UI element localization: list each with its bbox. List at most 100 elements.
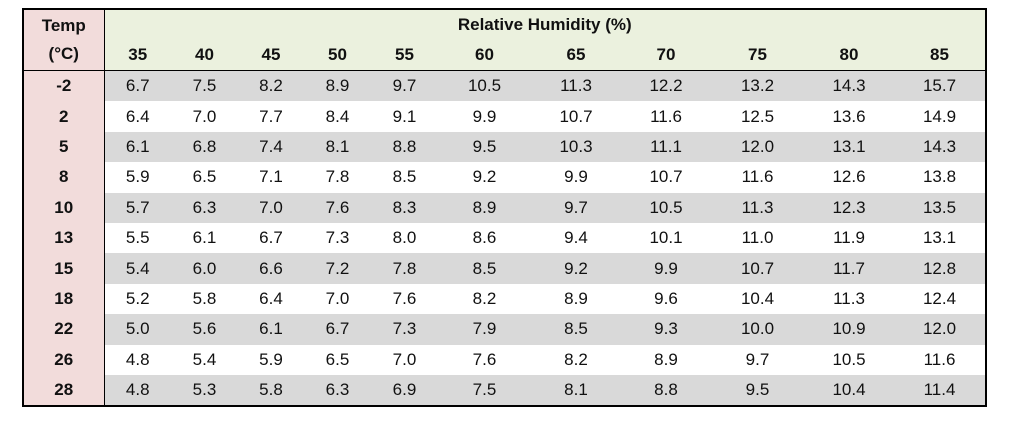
temp-cell: 22 [23,314,105,345]
value-cell: 6.8 [171,131,238,163]
temp-cell: 26 [23,344,105,375]
value-cell: 8.3 [371,192,438,223]
value-cell: 11.3 [711,192,804,223]
value-cell: 5.6 [171,314,238,345]
value-cell: 5.3 [171,374,238,407]
value-cell: 9.4 [564,228,588,248]
column-header: 50 [304,40,371,71]
value-cell: 10.0 [711,314,804,345]
value-cell: 8.9 [438,192,531,223]
column-header: 45 [238,40,304,71]
value-cell: 7.5 [171,70,238,102]
value-cell: 9.2 [472,167,497,187]
value-cell: 6.7 [104,70,171,102]
column-header: 60 [438,40,531,71]
value-cell: 10.4 [740,288,775,308]
value-cell: 9.5 [438,131,531,163]
value-cell: 11.1 [621,131,711,163]
value-cell: 4.8 [104,374,171,407]
value-cell: 10.7 [649,167,683,187]
value-cell: 10.5 [621,192,711,223]
column-header: 40 [171,40,238,71]
column-header: 80 [804,40,894,71]
humidity-table: Temp (°C) Relative Humidity (%) 35 40 45 50… [22,8,987,408]
column-header: 70 [621,40,711,71]
value-cell: 10.3 [531,131,621,163]
table-row: 26 4.8 5.4 5.9 6.5 7.0 7.6 8.2 8.9 9.7 10.5 11.6 [23,344,986,375]
value-cell: 10.4 [804,374,894,407]
value-cell: 7.8 [325,167,350,187]
value-cell: 6.9 [371,374,438,407]
value-cell: 7.6 [392,288,417,308]
value-cell: 8.4 [325,106,350,126]
value-cell: 11.3 [833,288,865,308]
table-row: 28 4.8 5.3 5.8 6.3 6.9 7.5 8.1 8.8 9.5 10.4 11.4 [23,374,986,407]
value-cell: 12.8 [894,253,986,284]
value-cell: 7.0 [392,349,417,369]
value-cell: 8.9 [304,70,371,102]
value-cell: 6.5 [192,167,217,187]
value-cell: 5.8 [192,288,217,308]
temp-cell: 8 [23,162,105,193]
value-cell: 6.1 [238,314,304,345]
value-cell: 15.7 [894,70,986,102]
value-cell: 9.9 [472,106,497,126]
value-cell: 9.9 [564,167,588,187]
value-cell: 7.7 [259,106,283,126]
value-cell: 7.6 [472,349,497,369]
table-body: -2 6.7 7.5 8.2 8.9 9.7 10.5 11.3 12.2 13.2 14.3 15.… [23,70,986,407]
value-cell: 8.5 [531,314,621,345]
value-cell: 13.1 [804,131,894,163]
value-cell: 6.5 [325,349,350,369]
temp-cell: 2 [23,101,105,132]
column-header: 75 [711,40,804,71]
value-cell: 12.4 [922,288,957,308]
column-header: 35 [104,40,171,71]
value-cell: 11.6 [923,349,956,369]
value-cell: 5.4 [192,349,217,369]
corner-header: Temp (°C) [23,9,105,71]
value-cell: 14.3 [804,70,894,102]
value-cell: 6.3 [171,192,238,223]
value-cell: 12.6 [832,167,866,187]
column-header: 65 [531,40,621,71]
value-cell: 8.1 [531,374,621,407]
value-cell: 5.9 [125,167,150,187]
value-cell: 13.1 [922,228,957,248]
value-cell: 9.7 [745,349,770,369]
value-cell: 14.3 [894,131,986,163]
table-row: 2 6.4 7.0 7.7 8.4 9.1 9.9 10.7 11.6 12.5 13.6 14.9 [23,101,986,132]
value-cell: 12.3 [804,192,894,223]
value-cell: 7.0 [325,288,350,308]
temp-cell: 10 [23,192,105,223]
temp-cell: 5 [23,131,105,163]
value-cell: 5.9 [259,349,283,369]
value-cell: 6.1 [104,131,171,163]
value-cell: 7.3 [325,228,350,248]
value-cell: 11.0 [741,228,774,248]
value-cell: 12.2 [621,70,711,102]
temp-cell: 28 [23,374,105,407]
table-row: 8 5.9 6.5 7.1 7.8 8.5 9.2 9.9 10.7 11.6 12.6 13.8 [23,162,986,193]
value-cell: 8.5 [438,253,531,284]
value-cell: 14.9 [922,106,957,126]
table-row: 13 5.5 6.1 6.7 7.3 8.0 8.6 9.4 10.1 11.0 11.9 13.1 [23,222,986,254]
value-cell: 5.0 [104,314,171,345]
value-cell: 6.3 [304,374,371,407]
corner-line: (°C) [48,44,79,63]
temp-cell: 13 [23,222,105,254]
value-cell: 6.7 [304,314,371,345]
value-cell: 5.2 [125,288,150,308]
temp-cell: 18 [23,283,105,315]
value-cell: 8.2 [564,349,588,369]
value-cell: 8.0 [392,228,417,248]
value-cell: 11.4 [894,374,986,407]
column-header-row: 35 40 45 50 55 60 65 70 75 80 85 [23,40,986,71]
value-cell: 8.1 [304,131,371,163]
value-cell: 10.9 [804,314,894,345]
value-cell: 12.0 [894,314,986,345]
value-cell: 10.5 [832,349,866,369]
value-cell: 9.9 [621,253,711,284]
value-cell: 10.1 [649,228,683,248]
value-cell: 13.2 [711,70,804,102]
